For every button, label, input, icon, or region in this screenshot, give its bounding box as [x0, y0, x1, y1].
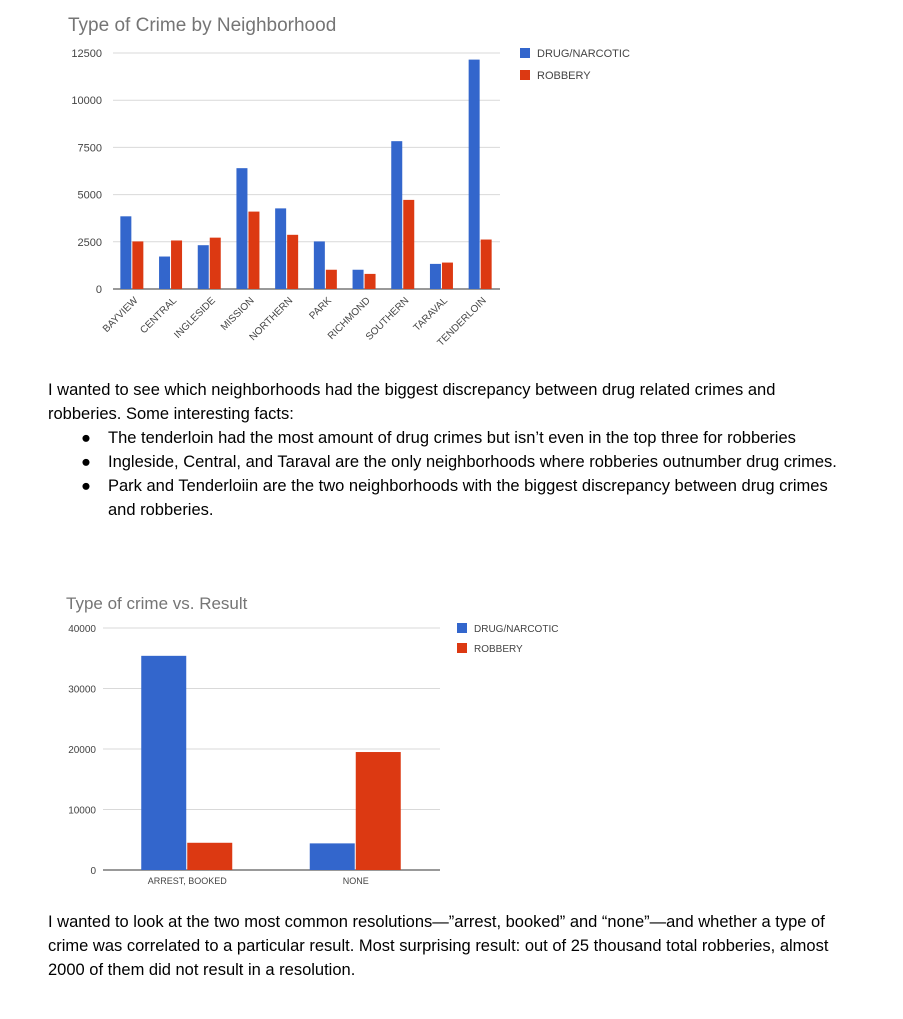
bar-robbery-richmond: [364, 273, 376, 289]
legend-swatch: [520, 48, 530, 58]
bar-drug-narcotic-richmond: [352, 269, 364, 289]
bar-drug-narcotic-mission: [236, 168, 248, 289]
y-tick-label: 7500: [78, 142, 102, 154]
chart-title: Type of Crime by Neighborhood: [68, 15, 336, 36]
bullet-icon: ●: [81, 477, 91, 495]
intro-paragraph: I wanted to see which neighborhoods had …: [48, 381, 776, 423]
legend-swatch: [457, 643, 467, 653]
crime-vs-result-chart: Type of crime vs. Result 0 10000 20000 30000…: [66, 594, 558, 886]
bar-robbery-bayview: [132, 241, 144, 289]
y-tick-label: 10000: [71, 95, 102, 107]
legend-swatch: [457, 623, 467, 633]
bar-robbery-southern: [403, 199, 415, 289]
y-tick-label: 12500: [71, 48, 102, 60]
bar-drug-narcotic-none: [309, 843, 355, 870]
bar-drug-narcotic-central: [159, 256, 171, 289]
bar-robbery-arrest-booked: [187, 842, 233, 870]
bar-drug-narcotic-tenderloin: [468, 59, 480, 289]
bar-drug-narcotic-northern: [275, 208, 287, 289]
x-tick-label: PARK: [307, 295, 334, 322]
bullet-icon: ●: [81, 453, 91, 471]
bar-robbery-park: [325, 269, 337, 289]
x-tick-label: CENTRAL: [138, 295, 179, 336]
resolution-paragraph: I wanted to look at the two most common …: [48, 913, 829, 979]
legend-label: DRUG/NARCOTIC: [474, 624, 558, 635]
y-tick-label: 0: [90, 866, 96, 877]
x-tick-label: TARAVAL: [412, 295, 451, 334]
bullet-icon: ●: [81, 429, 91, 447]
bar-drug-narcotic-park: [313, 241, 325, 289]
facts-list: ● The tenderloin had the most amount of d…: [48, 426, 848, 522]
legend-label: ROBBERY: [474, 644, 523, 655]
neighborhood-discussion: I wanted to see which neighborhoods had …: [48, 378, 848, 522]
y-tick-label: 40000: [68, 624, 96, 635]
bar-robbery-central: [171, 240, 183, 289]
list-item: ● The tenderloin had the most amount of d…: [48, 426, 848, 450]
y-tick-label: 30000: [68, 685, 96, 696]
legend-label: DRUG/NARCOTIC: [537, 48, 630, 60]
resolution-discussion: I wanted to look at the two most common …: [48, 910, 848, 982]
legend-label: ROBBERY: [537, 70, 591, 82]
bar-drug-narcotic-ingleside: [197, 245, 209, 289]
x-tick-label: NONE: [343, 876, 369, 886]
y-tick-label: 0: [96, 284, 102, 296]
bar-robbery-taraval: [441, 262, 453, 289]
y-tick-label: 2500: [78, 237, 102, 249]
crime-by-neighborhood-chart: Type of Crime by Neighborhood 0 2500 5000 75…: [68, 15, 630, 349]
bar-robbery-tenderloin: [480, 239, 492, 289]
y-tick-label: 20000: [68, 745, 96, 756]
bar-drug-narcotic-taraval: [429, 263, 441, 289]
list-item: ● Park and Tenderloiin are the two neighb…: [48, 474, 848, 522]
bar-drug-narcotic-bayview: [120, 216, 132, 289]
x-tick-label: INGLESIDE: [172, 295, 218, 341]
bar-robbery-ingleside: [209, 237, 221, 289]
bar-robbery-mission: [248, 211, 260, 289]
x-tick-label: ARREST, BOOKED: [148, 876, 228, 886]
bar-drug-narcotic-arrest-booked: [141, 655, 187, 870]
x-tick-label: BAYVIEW: [101, 295, 141, 335]
list-item: ● Ingleside, Central, and Taraval are the…: [48, 450, 848, 474]
chart-title: Type of crime vs. Result: [66, 594, 248, 613]
y-tick-label: 5000: [78, 190, 102, 202]
bar-drug-narcotic-southern: [391, 141, 403, 289]
y-tick-label: 10000: [68, 806, 96, 817]
x-tick-label: MISSION: [219, 295, 257, 333]
bar-robbery-northern: [287, 234, 299, 289]
bar-robbery-none: [355, 752, 401, 870]
legend-swatch: [520, 70, 530, 80]
